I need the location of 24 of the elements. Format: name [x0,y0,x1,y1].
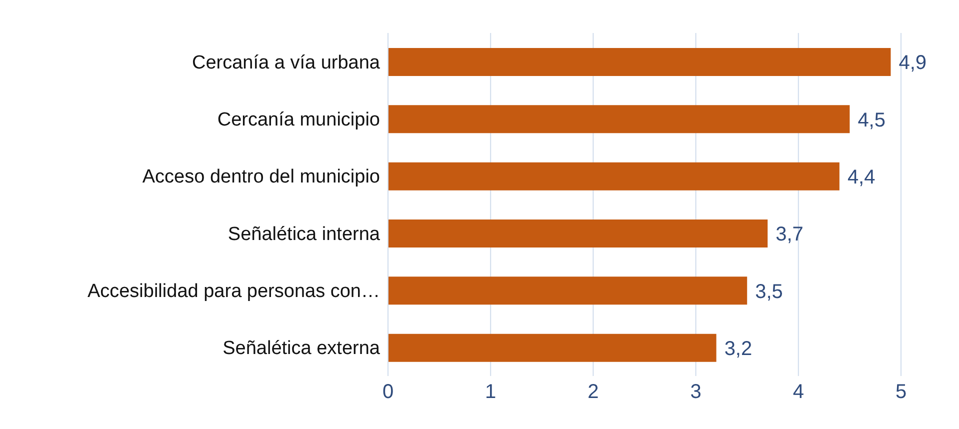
y-tick-label: Cercanía municipio [217,109,380,130]
x-tick-label: 2 [588,381,599,404]
x-tick-label: 3 [690,381,702,404]
y-tick-label: Acceso dentro del municipio [142,166,380,188]
y-tick-label: Señalética interna [228,224,380,245]
x-tick-label: 4 [792,381,804,404]
y-tick-label: Señalética externa [222,338,380,360]
data-label: 3,2 [724,338,752,360]
y-tick-label: Accesibilidad para personas con… [87,280,380,302]
bar [388,105,850,134]
bar [388,162,840,190]
x-tick-label: 1 [485,381,496,404]
bar [388,276,748,305]
bar [388,334,716,362]
data-label: 4,5 [858,109,886,132]
bar [388,48,891,76]
data-label: 3,7 [776,224,804,246]
data-label: 4,9 [898,52,927,74]
data-label: 4,4 [847,166,876,188]
bar [388,220,768,248]
x-tick-label: 5 [895,381,907,404]
data-label: 3,5 [755,280,783,303]
y-tick-label: Cercanía a vía urbana [192,52,380,74]
x-tick-label: 0 [382,381,394,404]
